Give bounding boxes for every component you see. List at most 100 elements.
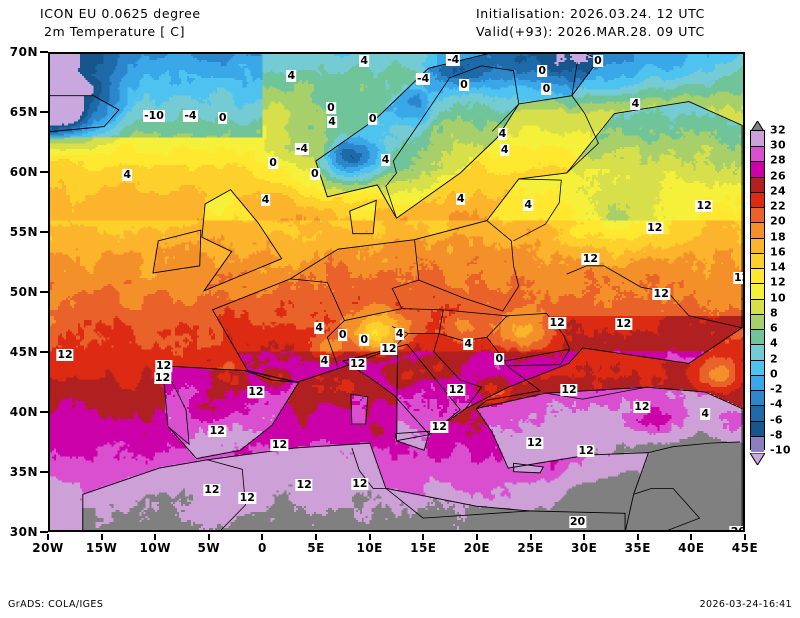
contour-label: 4 [700,407,710,420]
contour-label: 0 [367,111,378,125]
colorbar-segment [751,420,764,437]
colorbar-segment [751,207,764,224]
contour-label: 4 [455,192,466,206]
contour-label: 12 [581,252,600,266]
contour-label: 12 [153,371,172,384]
contour-label: 4 [630,97,641,111]
contour-label: 12 [351,476,369,490]
contour-label: 0 [593,54,603,68]
colorbar-divider [751,298,764,300]
colorbar-tick-label: 2 [770,352,778,366]
contour-label: 12 [270,438,289,452]
colorbar-divider [751,374,764,376]
x-axis-label: 40E [678,541,705,555]
contour-label: 12 [380,342,398,356]
y-axis-label: 35N [9,465,38,479]
contour-label: 12 [560,383,578,396]
contour-label: 12 [247,385,265,399]
colorbar-divider [751,283,764,285]
contour-label: 12 [430,420,448,434]
variable-title: 2m Temperature [ C] [44,24,186,39]
contour-label: 0 [268,156,278,170]
x-axis-tick [583,534,586,540]
contour-label: 4 [380,152,391,166]
contour-label: 12 [295,477,313,491]
colorbar-tick-label: 30 [770,138,786,152]
contour-label: -10 [143,109,165,123]
contour-label: 4 [260,193,271,207]
contour-label: -4 [416,72,431,86]
colorbar-over-arrow [749,118,766,134]
colorbar-tick-label: 4 [770,336,778,350]
x-axis-label: 20W [32,541,64,555]
y-axis-label: 30N [9,525,38,539]
contour-label: 4 [463,337,474,351]
coastline-path [481,65,520,132]
y-axis-label: 55N [9,225,38,239]
coastline-path [385,65,482,219]
colorbar-segment [751,298,764,315]
colorbar-divider [751,405,764,407]
x-axis-label: 0 [258,541,267,555]
coastline-path [350,393,369,425]
coastline-path [244,370,299,383]
colorbar-under-arrow [749,450,766,466]
colorbar-segment [751,268,764,284]
model-title: ICON EU 0.0625 degree [40,6,201,21]
colorbar-segment [751,131,764,147]
coastline-path [545,386,705,400]
x-axis-label: 45E [731,541,759,555]
colorbar-segment [751,191,764,208]
colorbar-tick-label: 12 [770,275,786,289]
coastline-path [349,199,377,235]
y-axis-label: 45N [9,345,38,359]
coastline-path [201,189,283,292]
colorbar-segment [751,435,764,452]
x-axis-tick [529,534,532,540]
colorbar-segment [751,237,764,254]
colorbar-tick-label: 18 [770,230,786,244]
x-axis-tick [207,534,210,540]
colorbar-divider [751,313,764,315]
colorbar-tick-label: 16 [770,245,786,259]
x-axis-label: 10W [139,541,171,555]
contour-label: 4 [359,54,369,68]
contour-label: 4 [327,115,337,129]
coastline-path [633,487,701,530]
coastline-path [438,309,508,342]
colorbar-divider [751,146,764,148]
y-axis-label: 50N [9,285,38,299]
colorbar-divider [751,191,764,193]
colorbar-tick-label: -4 [770,397,783,411]
x-axis-label: 25E [517,541,544,555]
coastline-path [50,95,120,133]
colorbar-segment [751,329,764,345]
x-axis-tick [368,534,371,540]
colorbar-segment [751,313,764,330]
colorbar-segment [751,161,764,178]
coastline-path [394,430,431,451]
colorbar-segment [751,252,764,269]
coastline-path [207,459,246,530]
x-axis-tick [636,534,639,540]
contour-label: 4 [314,320,324,334]
y-axis-label: 40N [9,405,38,419]
y-axis-tick [40,531,48,533]
colorbar-divider [751,359,764,361]
y-axis-tick [40,471,48,473]
contour-label: 12 [548,315,566,329]
colorbar-divider [751,207,764,209]
x-axis-label: 35E [624,541,651,555]
contour-label: 0 [541,81,552,95]
coastline-path [418,220,520,312]
coastline-path [385,488,530,519]
colorbar-tick-label: -8 [770,428,783,442]
x-axis-label: 30E [570,541,598,555]
contour-label: 12 [577,444,595,458]
contour-label: -4 [183,109,198,123]
x-axis-tick [100,534,103,540]
x-axis-label: 5W [197,541,221,555]
colorbar-divider [751,420,764,422]
contour-label: 12 [349,356,367,370]
contour-label: 0 [310,167,320,180]
